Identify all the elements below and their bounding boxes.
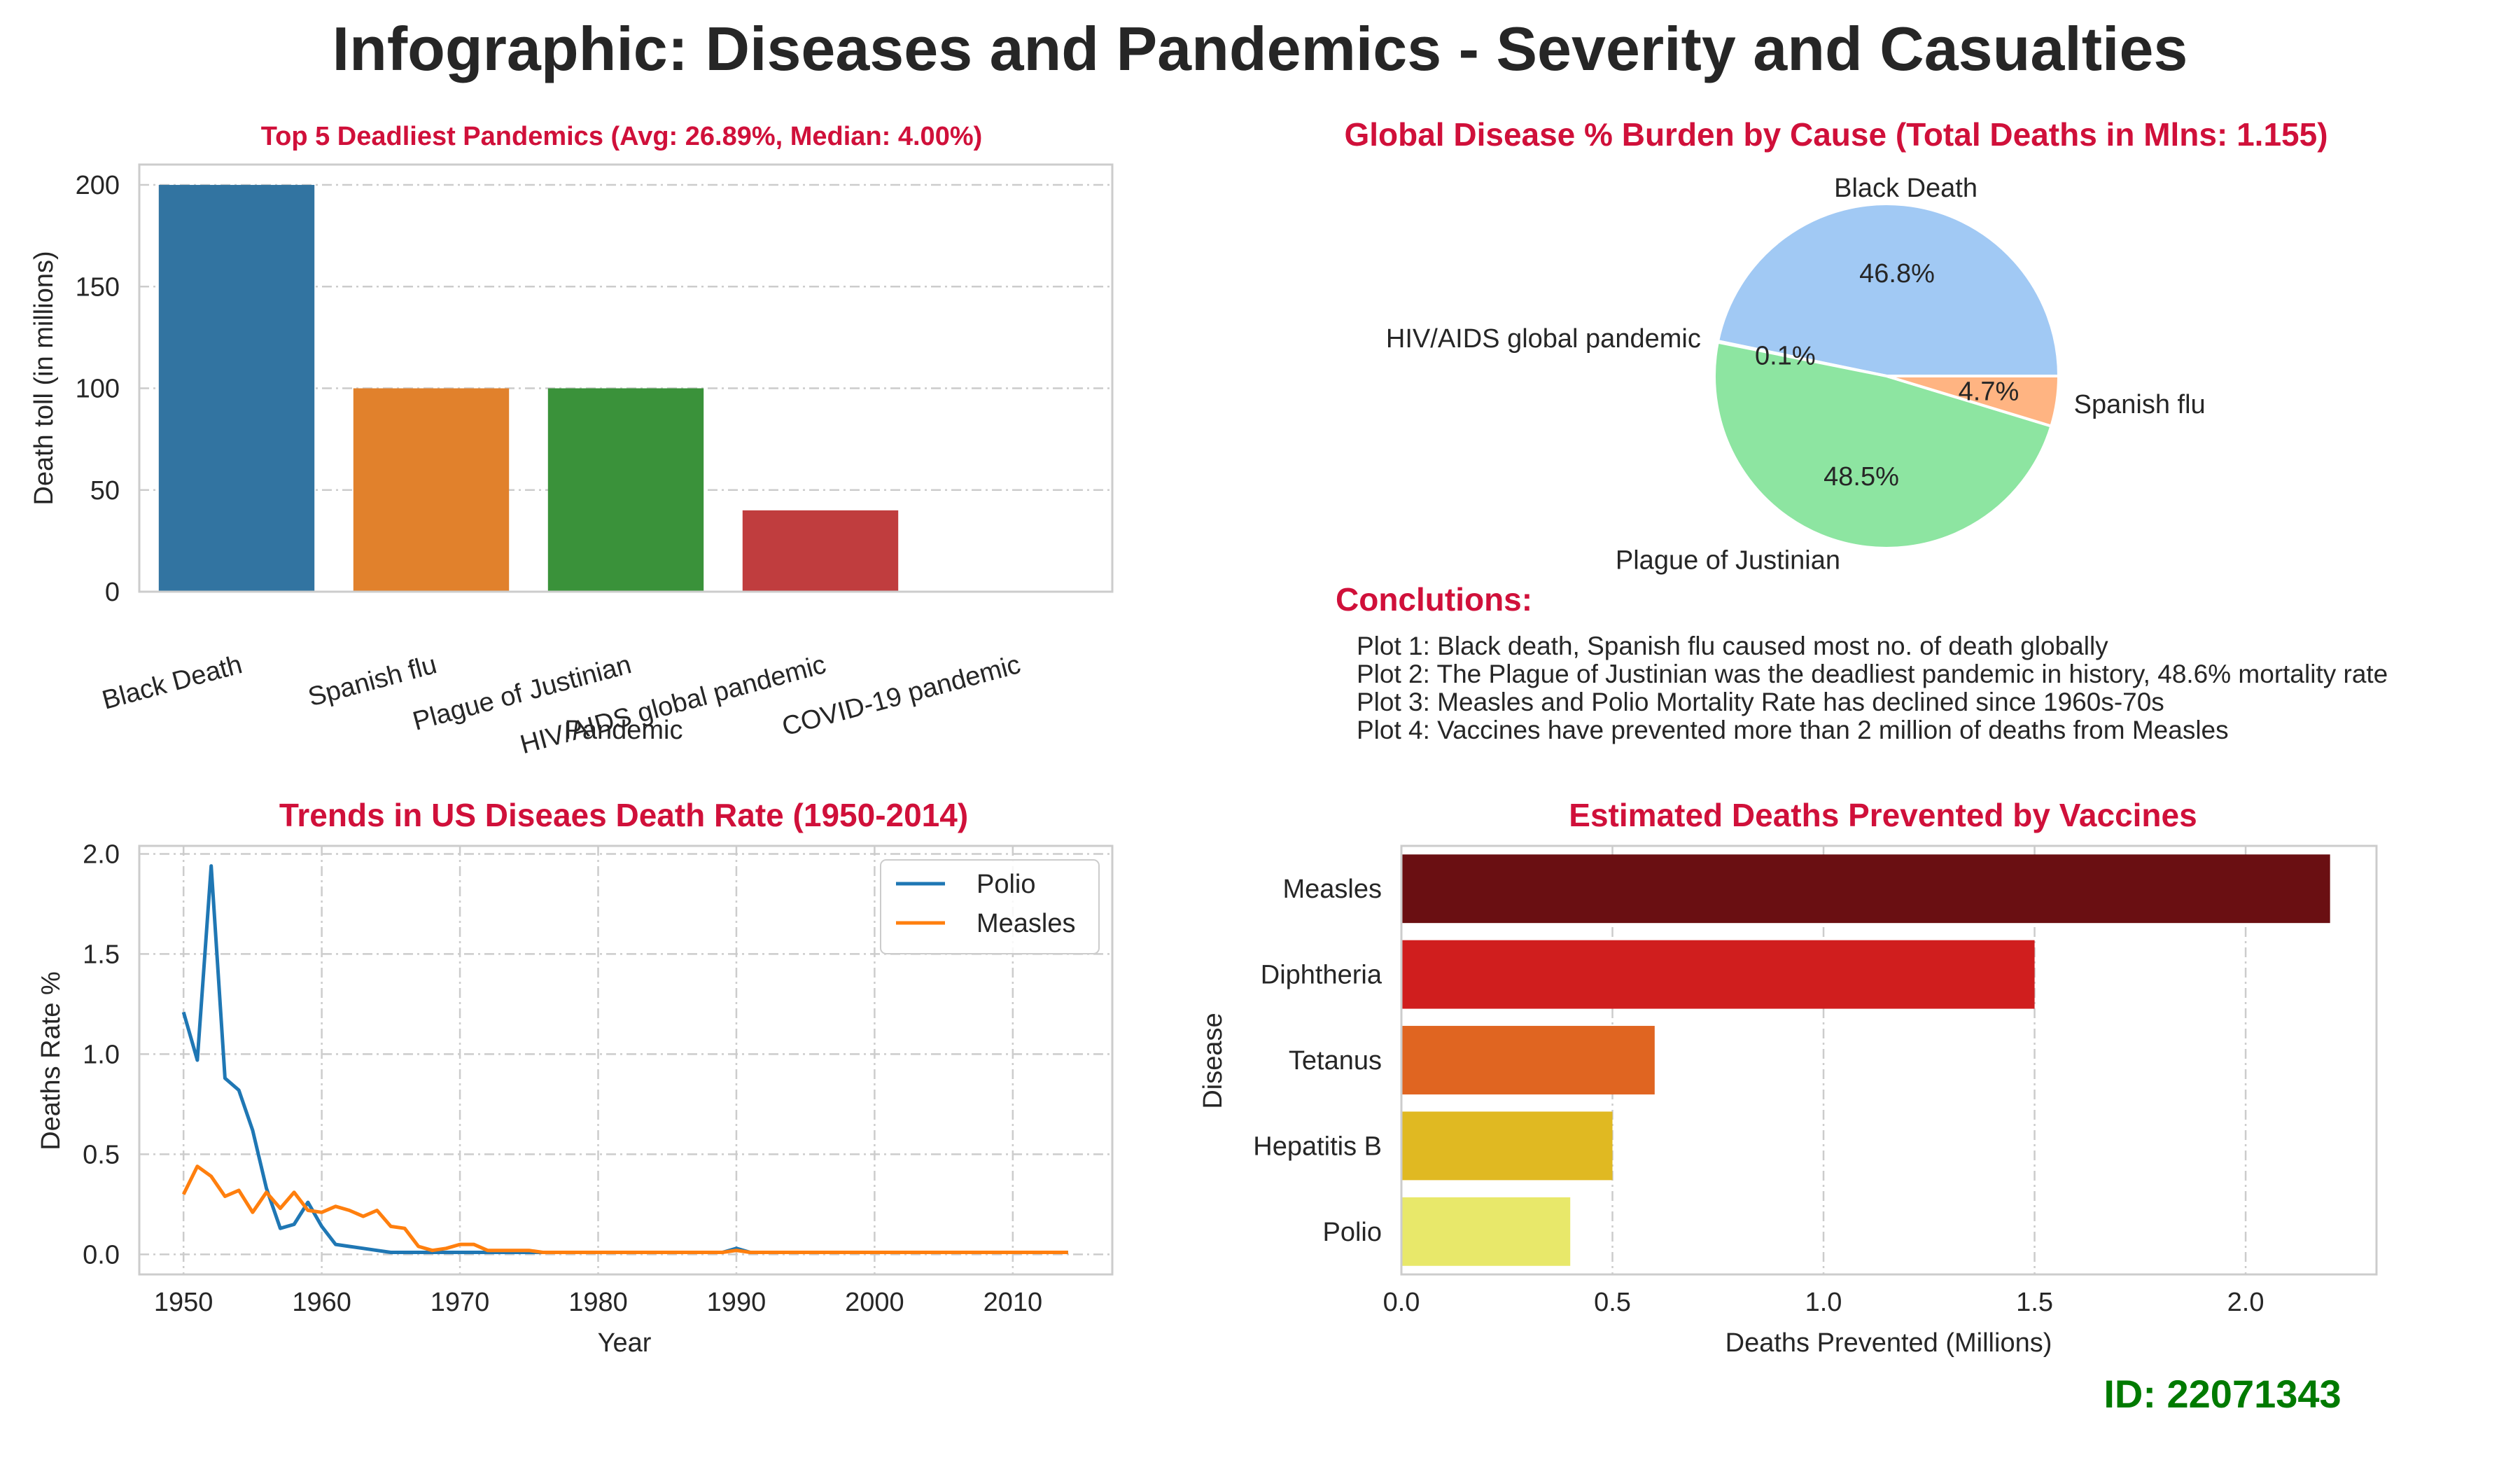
vaccine-x-tick-label: 0.0 — [1383, 1288, 1420, 1317]
pandemic-y-tick-label: 200 — [76, 171, 120, 200]
vaccine-x-tick-label: 2.0 — [2227, 1288, 2264, 1317]
pandemic-chart-title: Top 5 Deadliest Pandemics (Avg: 26.89%, … — [261, 122, 983, 151]
legend-polio-label: Polio — [976, 870, 1036, 899]
pandemic-y-tick-label: 150 — [76, 272, 120, 302]
pandemic-x-tick-label: Black Death — [99, 650, 246, 716]
pie-category-label: Spanish flu — [2074, 390, 2206, 419]
line-x-tick-label: 1980 — [568, 1288, 628, 1317]
pandemic-y-tick-label: 0 — [105, 578, 120, 607]
conclusion-line: Plot 2: The Plague of Justinian was the … — [1357, 660, 2388, 688]
vaccine-x-axis-label: Deaths Prevented (Millions) — [1726, 1328, 2052, 1358]
pandemic-x-axis-label: Pandemic — [565, 716, 683, 745]
pandemic-y-tick-label: 100 — [76, 375, 120, 404]
line-x-tick-label: 1970 — [430, 1288, 490, 1317]
conclusions-block: Conclutions: Plot 1: Black death, Spanis… — [1336, 581, 2388, 744]
vaccine-y-axis-label: Disease — [1198, 1013, 1228, 1108]
line-y-tick-label: 1.5 — [83, 940, 120, 969]
line-chart-frame — [138, 844, 1114, 1276]
conclusion-line: Plot 4: Vaccines have prevented more tha… — [1357, 716, 2229, 744]
line-x-tick-label: 1950 — [154, 1288, 214, 1317]
vaccine-bar — [1401, 1026, 1655, 1094]
vaccine-bar — [1401, 854, 2330, 924]
pandemic-bar — [158, 185, 315, 592]
line-y-tick-label: 0.0 — [83, 1240, 120, 1270]
id-label: ID: 22071343 — [2104, 1372, 2341, 1416]
measles-series-line — [181, 1164, 1068, 1254]
line-x-axis-label: Year — [598, 1328, 652, 1358]
disease-burden-pie-chart: Global Disease % Burden by Cause (Total … — [1344, 116, 2328, 575]
pie-slice — [1713, 340, 2053, 550]
conclusions-heading: Conclutions: — [1336, 581, 1532, 618]
vaccine-y-tick-label: Tetanus — [1289, 1046, 1382, 1076]
pandemic-y-axis-label: Death toll (in millions) — [29, 251, 59, 505]
pie-percent-label: 48.5% — [1823, 462, 1899, 492]
line-chart-legend: Polio Measles — [880, 859, 1100, 954]
line-y-axis-label: Deaths Rate % — [36, 971, 66, 1150]
line-y-tick-label: 1.0 — [83, 1040, 120, 1069]
pandemic-y-tick-label: 50 — [90, 476, 120, 506]
pie-slice — [1886, 375, 2061, 429]
pie-percent-label: 46.8% — [1859, 259, 1935, 288]
pie-percent-label: 0.1% — [1755, 342, 1816, 371]
death-rate-line-chart: Trends in US Diseaes Death Rate (1950-20… — [36, 797, 1114, 1358]
pie-slice — [1716, 202, 2061, 377]
vaccine-y-tick-label: Diphtheria — [1261, 961, 1382, 990]
vaccine-y-tick-label: Polio — [1323, 1218, 1382, 1247]
vaccine-chart-title: Estimated Deaths Prevented by Vaccines — [1569, 797, 2197, 833]
pie-percent-label: 4.7% — [1959, 377, 2019, 407]
vaccine-bar — [1401, 1197, 1571, 1266]
pandemic-bar — [353, 388, 510, 592]
legend-measles-label: Measles — [976, 909, 1076, 938]
line-x-tick-label: 2000 — [845, 1288, 904, 1317]
vaccine-x-tick-label: 1.0 — [1805, 1288, 1842, 1317]
line-chart-title: Trends in US Diseaes Death Rate (1950-20… — [279, 797, 968, 833]
vaccine-bar-chart: Estimated Deaths Prevented by Vaccines M… — [1198, 797, 2378, 1358]
pandemic-bar-chart: Top 5 Deadliest Pandemics (Avg: 26.89%, … — [29, 122, 1114, 760]
page-title: Infographic: Diseases and Pandemics - Se… — [332, 14, 2188, 83]
conclusion-line: Plot 1: Black death, Spanish flu caused … — [1357, 632, 2108, 660]
pie-chart-title: Global Disease % Burden by Cause (Total … — [1344, 116, 2328, 153]
vaccine-bar — [1401, 1111, 1613, 1181]
pandemic-x-tick-label: Spanish flu — [305, 650, 440, 712]
pie-category-label: Plague of Justinian — [1616, 545, 1840, 575]
line-x-tick-label: 1960 — [292, 1288, 351, 1317]
pie-category-label: Black Death — [1834, 174, 1977, 203]
vaccine-chart-frame — [1400, 844, 2378, 1276]
vaccine-x-tick-label: 0.5 — [1594, 1288, 1631, 1317]
conclusion-line: Plot 3: Measles and Polio Mortality Rate… — [1357, 688, 2164, 716]
pie-category-label: HIV/AIDS global pandemic — [1386, 324, 1701, 354]
vaccine-bar — [1401, 940, 2035, 1009]
line-x-tick-label: 1990 — [707, 1288, 766, 1317]
vaccine-y-tick-label: Measles — [1283, 875, 1382, 904]
pandemic-chart-frame — [138, 163, 1114, 593]
vaccine-y-tick-label: Hepatitis B — [1253, 1132, 1382, 1161]
line-y-tick-label: 2.0 — [83, 840, 120, 869]
pandemic-bar — [742, 510, 899, 592]
line-x-tick-label: 2010 — [983, 1288, 1043, 1317]
vaccine-x-tick-label: 1.5 — [2016, 1288, 2053, 1317]
line-y-tick-label: 0.5 — [83, 1140, 120, 1169]
pandemic-bar — [547, 388, 704, 592]
